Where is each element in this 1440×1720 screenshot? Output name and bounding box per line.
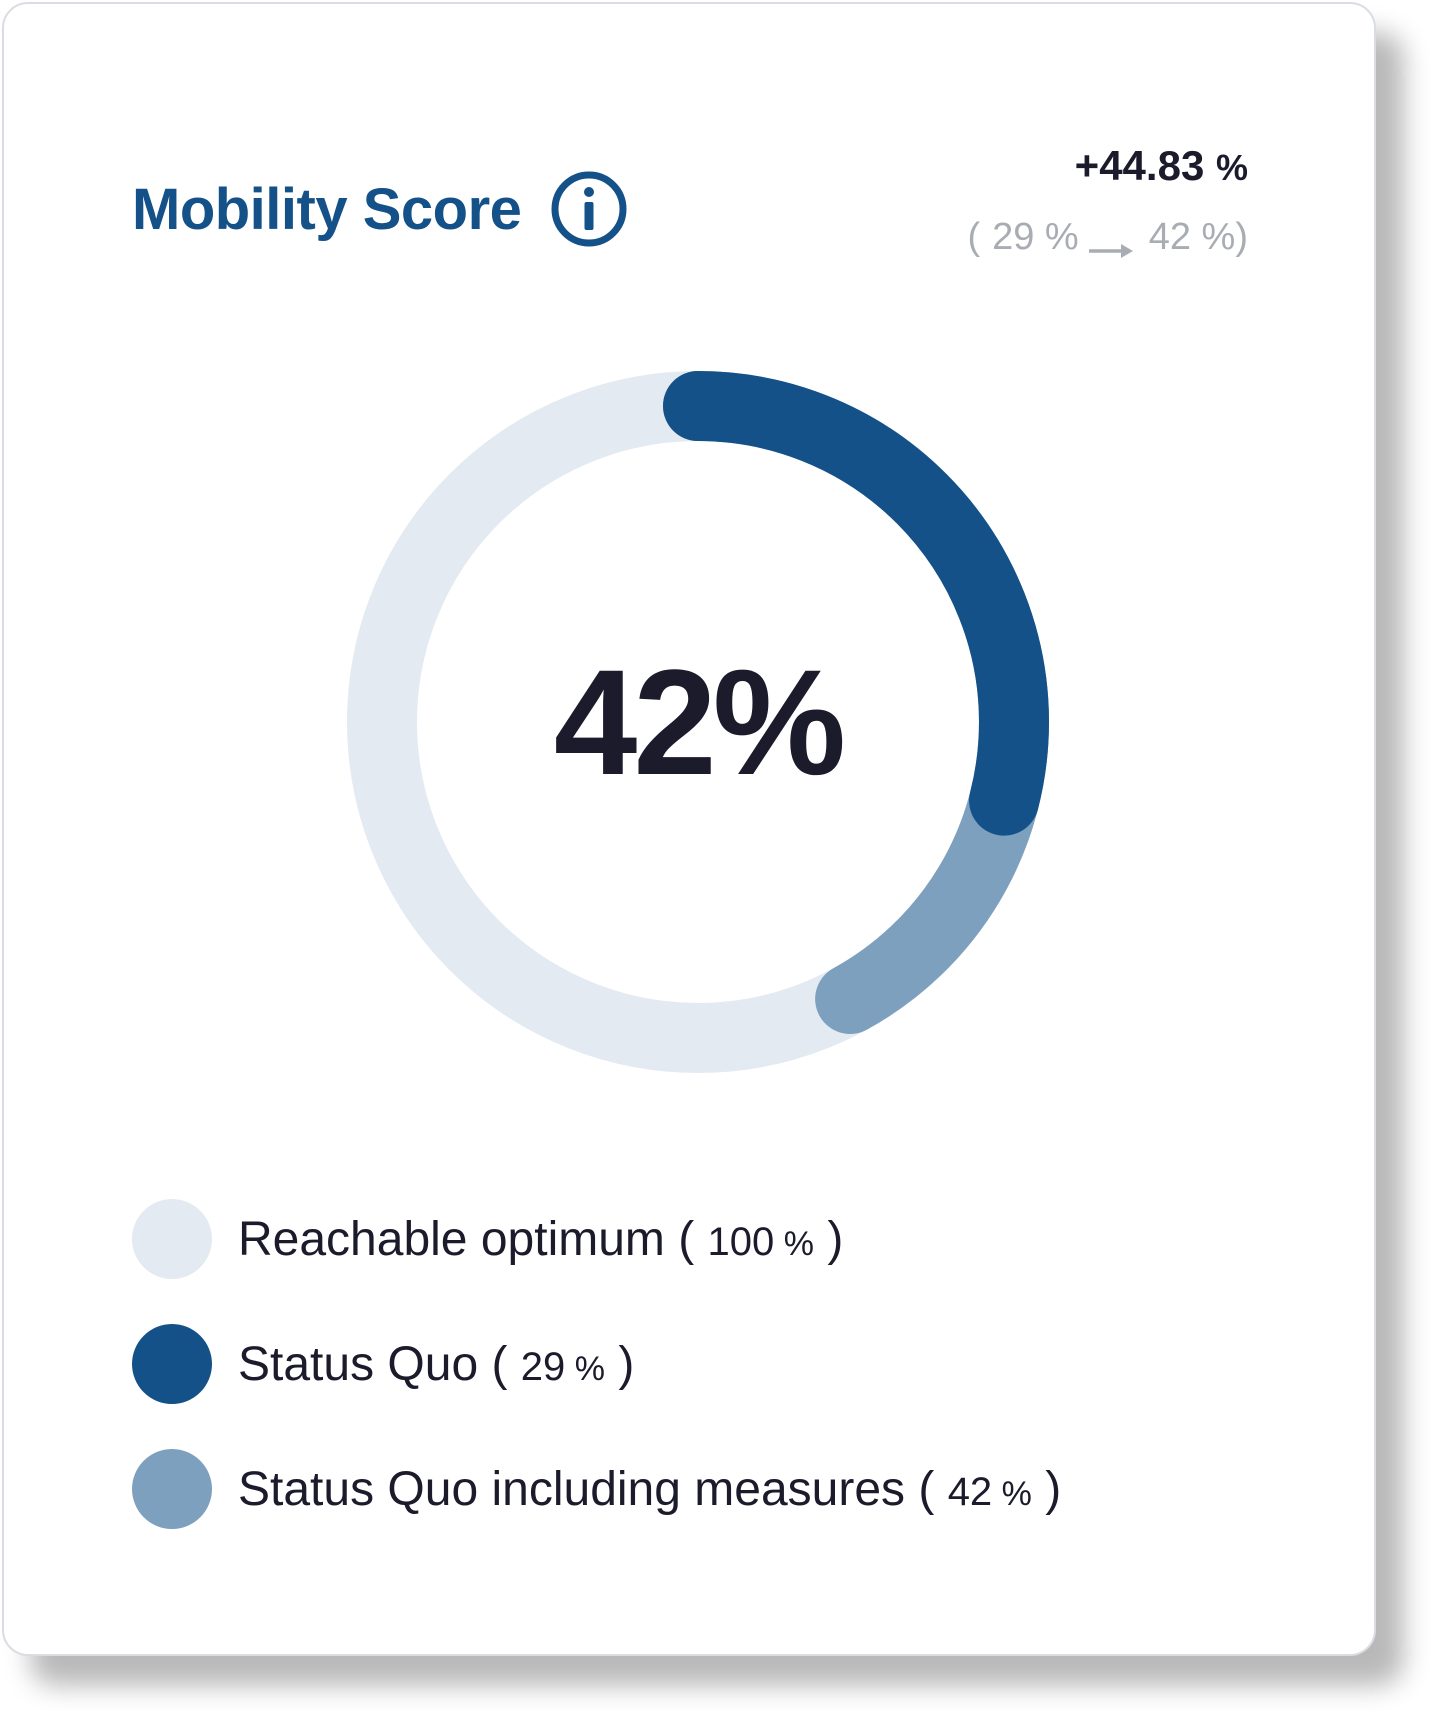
legend-text-measures: Status Quo including measures ( 42 % ) bbox=[238, 1462, 1061, 1517]
donut-center-label: 42% bbox=[553, 637, 846, 806]
legend-close: ) bbox=[813, 1212, 844, 1266]
change-value: +44.83 % bbox=[967, 142, 1248, 190]
donut-arc-status-quo bbox=[347, 371, 1049, 1073]
legend-value: 29 bbox=[520, 1344, 566, 1389]
legend-close: ) bbox=[604, 1337, 635, 1391]
donut-chart: 42% bbox=[338, 362, 1058, 1082]
legend-unit: % bbox=[992, 1474, 1032, 1513]
range-to: 42 % bbox=[1148, 216, 1236, 258]
legend-label: Status Quo including measures bbox=[238, 1462, 906, 1516]
legend-unit: % bbox=[774, 1224, 814, 1263]
arrow-right-icon bbox=[1087, 228, 1135, 258]
score-change: +44.83 % ( 29 % 42 % ) bbox=[967, 142, 1248, 259]
change-range: ( 29 % 42 % ) bbox=[967, 216, 1248, 259]
legend-text-status-quo: Status Quo ( 29 % ) bbox=[238, 1337, 634, 1392]
info-icon[interactable] bbox=[549, 169, 629, 249]
change-unit: % bbox=[1215, 147, 1248, 188]
legend-value: 42 bbox=[947, 1469, 993, 1514]
legend-open: ( bbox=[478, 1337, 521, 1391]
range-from: 29 % bbox=[992, 216, 1079, 258]
legend-value: 100 bbox=[707, 1219, 775, 1264]
card-title: Mobility Score bbox=[132, 176, 522, 242]
legend-open: ( bbox=[905, 1462, 948, 1516]
mobility-score-card: Mobility Score +44.83 % ( 29 % 42 % ) bbox=[2, 2, 1376, 1656]
range-close: ) bbox=[1235, 216, 1248, 258]
legend-dot-measures bbox=[132, 1449, 212, 1529]
legend-open: ( bbox=[664, 1212, 708, 1266]
legend-close: ) bbox=[1031, 1462, 1062, 1516]
legend-label: Status Quo bbox=[238, 1337, 479, 1391]
legend-item-measures: Status Quo including measures ( 42 % ) bbox=[132, 1449, 1061, 1529]
range-open: ( bbox=[967, 216, 981, 258]
change-number: +44.83 bbox=[1074, 142, 1205, 189]
legend-unit: % bbox=[565, 1349, 605, 1388]
legend-label: Reachable optimum bbox=[238, 1212, 665, 1266]
card-header: Mobility Score bbox=[132, 164, 629, 254]
legend: Reachable optimum ( 100 % ) Status Quo (… bbox=[132, 1199, 1061, 1574]
legend-dot-status-quo bbox=[132, 1324, 212, 1404]
legend-text-optimum: Reachable optimum ( 100 % ) bbox=[238, 1212, 843, 1267]
legend-item-status-quo: Status Quo ( 29 % ) bbox=[132, 1324, 1061, 1404]
legend-item-optimum: Reachable optimum ( 100 % ) bbox=[132, 1199, 1061, 1279]
donut-svg bbox=[347, 371, 1049, 1073]
legend-dot-optimum bbox=[132, 1199, 212, 1279]
